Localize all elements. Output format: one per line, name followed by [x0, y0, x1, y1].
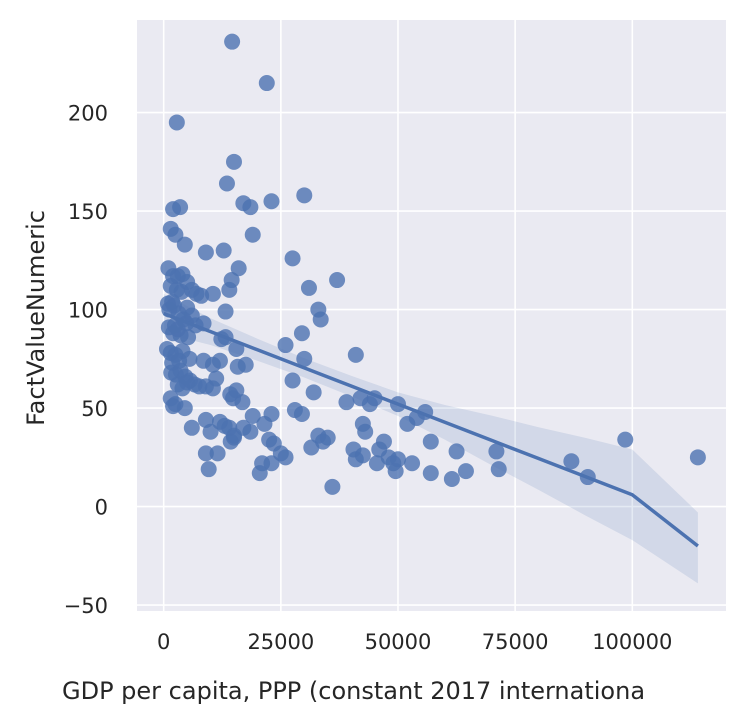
data-point	[277, 449, 294, 466]
data-point	[209, 445, 226, 462]
data-point	[168, 114, 185, 131]
data-point	[448, 443, 465, 460]
data-point	[204, 356, 221, 373]
data-point	[324, 478, 341, 495]
data-points	[158, 33, 706, 495]
data-point	[338, 394, 355, 411]
y-tick-label: 200	[68, 102, 108, 126]
y-tick-label: 150	[68, 200, 108, 224]
data-point	[404, 455, 421, 472]
data-point	[443, 471, 460, 488]
data-point	[284, 250, 301, 267]
grid-lines	[137, 20, 726, 611]
data-point	[368, 455, 385, 472]
data-point	[225, 153, 242, 170]
y-axis-label: FactValueNumeric	[22, 210, 50, 426]
data-point	[689, 449, 706, 466]
y-tick-label: 100	[68, 299, 108, 323]
data-point	[422, 433, 439, 450]
data-point	[197, 244, 214, 261]
x-tick-label: 100000	[592, 630, 672, 654]
data-point	[230, 260, 247, 277]
data-point	[354, 447, 371, 464]
data-point	[617, 431, 634, 448]
data-point	[258, 75, 275, 92]
data-point	[284, 372, 301, 389]
data-point	[244, 226, 261, 243]
data-point	[490, 461, 507, 478]
data-point	[242, 423, 259, 440]
data-point	[277, 337, 294, 354]
data-point	[179, 374, 196, 391]
data-point	[293, 325, 310, 342]
data-point	[218, 175, 235, 192]
data-point	[180, 329, 197, 346]
data-point	[422, 465, 439, 482]
y-tick-label: −50	[64, 594, 108, 618]
x-tick-label: 0	[157, 630, 170, 654]
y-tick-label: 0	[95, 496, 108, 520]
data-point	[251, 465, 268, 482]
data-point	[183, 419, 200, 436]
data-point	[223, 272, 240, 289]
data-point	[296, 350, 313, 367]
data-point	[315, 433, 332, 450]
x-axis-label: GDP per capita, PPP (constant 2017 inter…	[62, 677, 645, 705]
regression-line	[163, 311, 699, 548]
data-point	[457, 463, 474, 480]
data-point	[242, 199, 259, 216]
regression-line-group	[163, 311, 699, 548]
plot-background	[137, 20, 726, 611]
y-tick-label: 50	[81, 397, 108, 421]
data-point	[197, 411, 214, 428]
y-tick-labels: −50 0 50 100 150 200	[64, 102, 108, 619]
data-point	[329, 272, 346, 289]
data-point	[387, 463, 404, 480]
data-point	[200, 461, 217, 478]
data-point	[300, 279, 317, 296]
data-point	[296, 187, 313, 204]
data-point	[225, 390, 242, 407]
data-point	[563, 453, 580, 470]
data-point	[263, 193, 280, 210]
data-point	[256, 415, 273, 432]
data-point	[172, 199, 189, 216]
x-tick-labels: 0 25000 50000 75000 100000	[157, 630, 672, 654]
x-tick-label: 50000	[365, 630, 432, 654]
data-point	[244, 407, 261, 424]
data-point	[217, 303, 234, 320]
data-point	[312, 311, 329, 328]
data-point	[176, 400, 193, 417]
data-point	[293, 406, 310, 422]
x-tick-label: 75000	[482, 630, 549, 654]
x-tick-label: 25000	[247, 630, 314, 654]
data-point	[208, 370, 225, 387]
data-point	[176, 236, 193, 253]
data-point	[197, 445, 214, 462]
data-point	[357, 423, 374, 440]
data-point	[347, 346, 364, 363]
data-point	[361, 396, 378, 413]
data-point	[224, 33, 241, 50]
data-point	[181, 350, 198, 367]
data-point	[237, 356, 254, 373]
data-point	[225, 429, 242, 446]
data-point	[215, 242, 232, 259]
data-point	[305, 384, 322, 401]
data-point	[204, 285, 221, 302]
data-point	[488, 443, 505, 460]
